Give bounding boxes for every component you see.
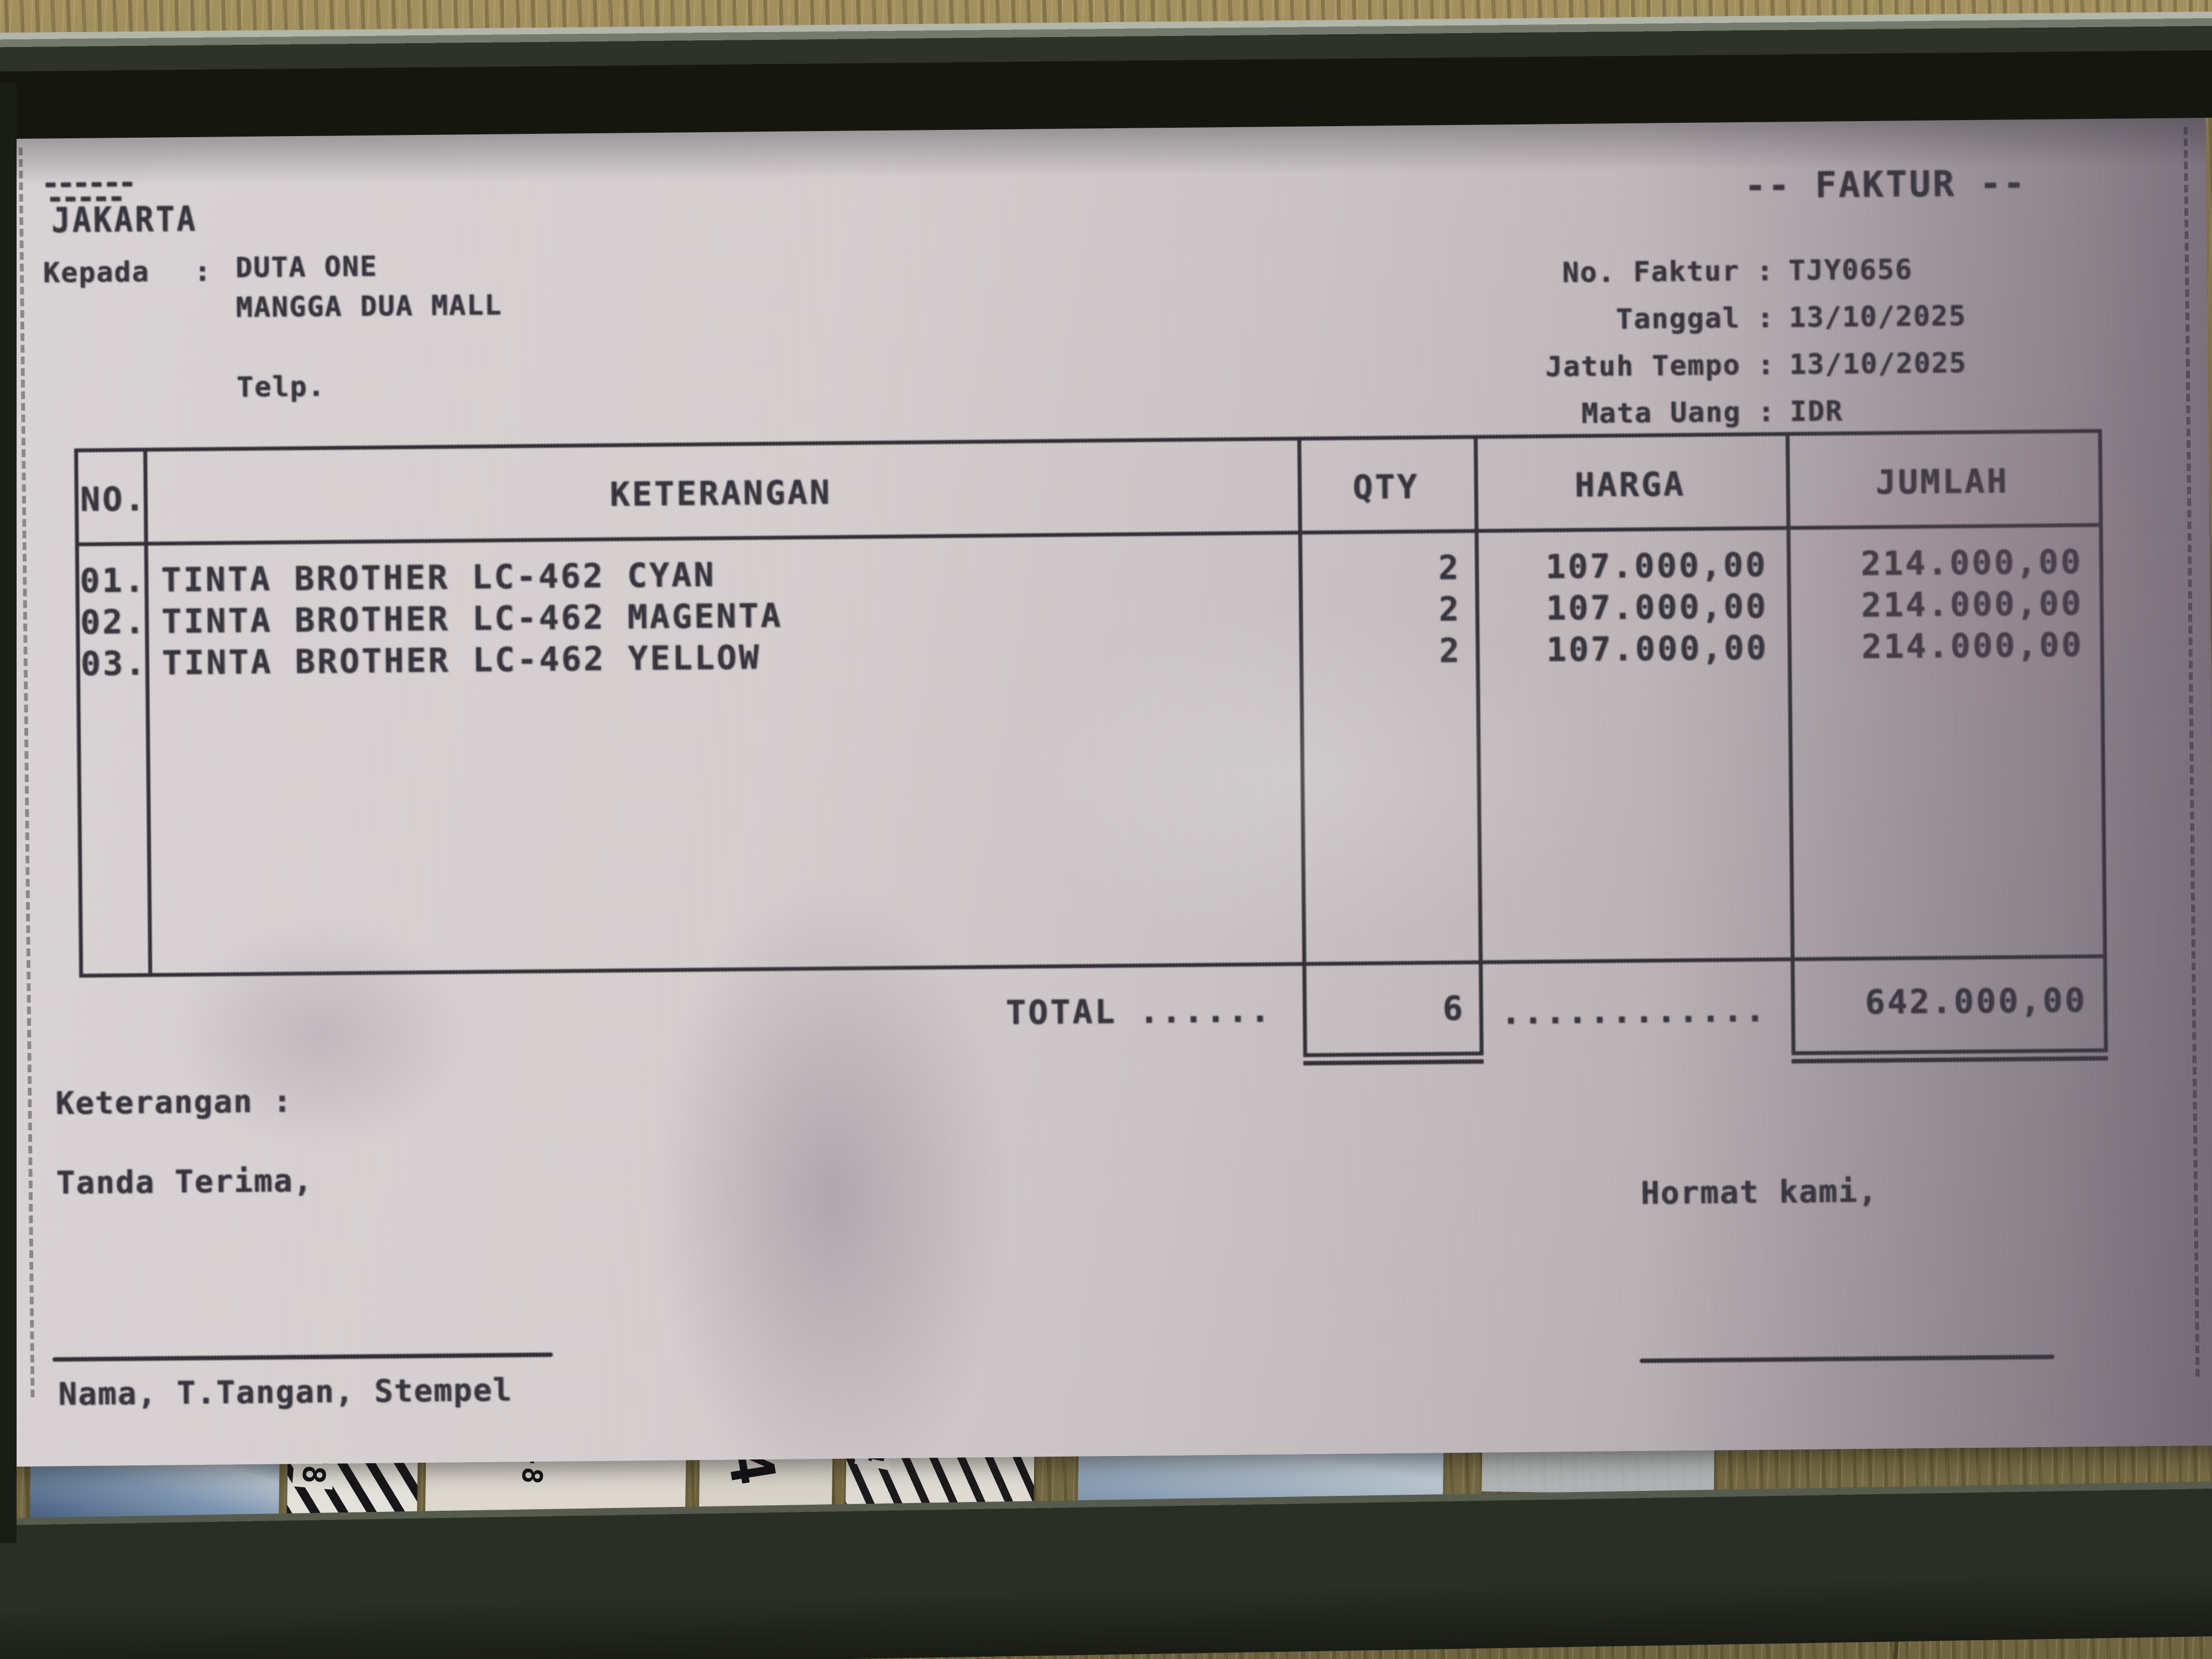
col-header-no: NO. — [80, 479, 147, 519]
col-header-qty: QTY — [1352, 467, 1420, 507]
meta-row-jatuh-tempo: Jatuh Tempo:13/10/2025 — [1431, 347, 1968, 383]
row-item: TINTA BROTHER LC-462 CYAN — [161, 555, 716, 600]
meta-separator: : — [1757, 348, 1776, 381]
meta-row-mata-uang: Mata Uang: IDR — [1431, 395, 1844, 430]
invoice-number: TJY0656 — [1788, 253, 1913, 287]
row-no: 02. — [80, 602, 147, 642]
table-border-right — [2098, 429, 2107, 954]
recipient-address: MANGGA DUA MALL — [236, 289, 503, 324]
row-qty: 2 — [1438, 589, 1462, 629]
table-header-underline — [75, 523, 2103, 546]
row-item: TINTA BROTHER LC-462 MAGENTA — [161, 596, 783, 641]
total-label-dots: ...... — [1139, 991, 1272, 1031]
row-harga: 107.000,00 — [1546, 587, 1768, 628]
tray-frame-left — [0, 83, 17, 1543]
signature-line-right — [1639, 1354, 2055, 1363]
hormat-kami-label: Hormat kami, — [1640, 1173, 1878, 1212]
row-jumlah: 214.000,00 — [1860, 542, 2083, 583]
col-header-keterangan: KETERANGAN — [609, 473, 832, 514]
meta-label: Mata Uang — [1581, 396, 1741, 430]
signature-caption: Nama, T.Tangan, Stempel — [58, 1372, 513, 1413]
row-no: 01. — [80, 561, 147, 601]
col-header-jumlah: JUMLAH — [1875, 462, 2010, 502]
due-date: 13/10/2025 — [1789, 347, 1968, 381]
tray-frame-top — [0, 11, 2212, 139]
invoice-paper: ------ ----- JAKARTA Kepada : DUTA ONE M… — [2, 104, 2212, 1467]
col-header-harga: HARGA — [1574, 465, 1686, 505]
meta-separator: : — [1756, 301, 1775, 334]
row-qty: 2 — [1438, 548, 1461, 588]
printed-ink-layer: ------ ----- JAKARTA Kepada : DUTA ONE M… — [2, 105, 2212, 1467]
table-divider-qty — [1473, 435, 1483, 961]
table-divider-keterangan — [1297, 436, 1307, 962]
phone-label: Telp. — [236, 370, 326, 404]
row-item: TINTA BROTHER LC-462 YELLOW — [161, 638, 761, 683]
total-label: TOTAL ...... — [1005, 991, 1272, 1032]
table-divider-no — [143, 447, 153, 973]
total-mid-dots: ............ — [1500, 990, 1767, 1032]
tanda-terima-label: Tanda Terima, — [56, 1162, 314, 1202]
document-title: -- FAKTUR -- — [1744, 163, 2027, 207]
total-label-text: TOTAL — [1005, 992, 1117, 1032]
meta-row-no-faktur: No. Faktur: TJY0656 — [1430, 253, 1913, 289]
recipient-label: Kepada — [43, 255, 150, 289]
invoice-date: 13/10/2025 — [1788, 300, 1967, 334]
meta-row-tanggal: Tanggal:13/10/2025 — [1431, 300, 1967, 336]
table-border-left — [74, 448, 84, 974]
recipient-separator: : — [194, 255, 212, 288]
keterangan-label: Keterangan : — [55, 1083, 293, 1122]
meta-label: No. Faktur — [1562, 255, 1740, 289]
table-border-top — [74, 429, 2102, 452]
row-no: 03. — [80, 644, 148, 684]
row-qty: 2 — [1439, 631, 1462, 671]
total-amount: 642.000,00 — [1865, 981, 2088, 1022]
meta-label: Jatuh Tempo — [1545, 349, 1741, 383]
currency: IDR — [1790, 395, 1844, 428]
row-harga: 107.000,00 — [1546, 628, 1769, 670]
recipient-name: DUTA ONE — [235, 250, 378, 284]
signature-line-left — [52, 1352, 553, 1362]
meta-label: Tanggal — [1615, 302, 1741, 336]
meta-separator: : — [1757, 395, 1776, 428]
row-jumlah: 214.000,00 — [1861, 584, 2084, 625]
city-title: JAKARTA — [51, 199, 198, 241]
row-harga: 107.000,00 — [1545, 545, 1768, 587]
table-divider-harga — [1785, 432, 1795, 958]
row-jumlah: 214.000,00 — [1861, 625, 2084, 666]
total-qty: 6 — [1442, 989, 1465, 1029]
meta-separator: : — [1756, 254, 1775, 287]
